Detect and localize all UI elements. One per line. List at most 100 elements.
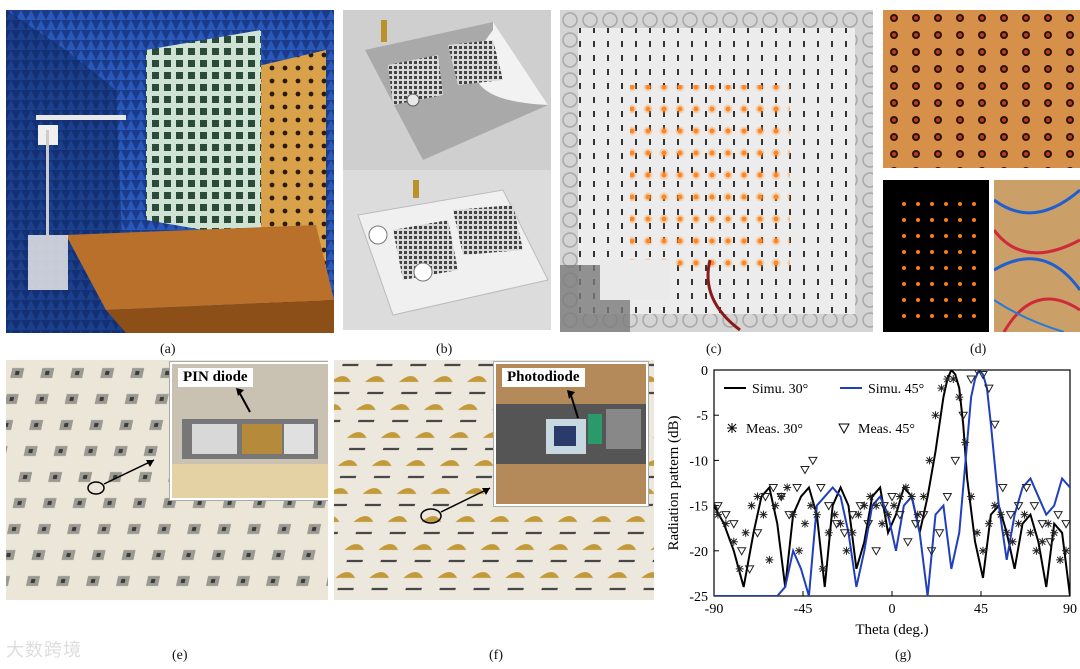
meas45-point [752,529,763,538]
meas45-point [942,493,953,502]
meas45-point [1061,520,1070,529]
meas45-point [984,384,994,394]
arrow-icon [567,390,579,419]
meas30-point [783,483,792,492]
meas45-point [978,371,988,380]
meas45-point [847,511,858,520]
meas45-point [974,370,980,376]
photodiode-closeup-photo [496,364,646,504]
meas45-point [800,465,810,475]
meas45-point [879,502,889,511]
series-line-0 [714,370,1070,596]
y-tick-label: -5 [696,409,708,424]
meas30-point [1056,555,1065,564]
meas45-point [910,520,921,529]
meas30-point [806,501,815,510]
panel-d-top-photo [883,10,1080,168]
legend-label: Meas. 30° [746,422,803,437]
y-tick-label: -15 [689,500,708,515]
meas30-point [907,492,916,501]
meas30-point [1026,528,1035,537]
meas30-point [836,519,845,528]
meas30-point [735,564,744,573]
meas30-point [759,510,768,519]
meas30-point [978,546,987,555]
meas30-point [812,510,821,519]
meas30-point [729,537,738,546]
meas30-point [777,492,786,501]
meas45-point [1005,511,1016,520]
photodiode-inset: Photodiode [494,362,648,506]
y-tick-label: 0 [701,364,708,379]
caption-b: (b) [436,342,453,357]
meas30-point [741,528,750,537]
meas30-point [895,492,904,501]
legend-label: Simu. 30° [752,382,808,397]
meas30-point [771,501,780,510]
meas30-point [765,555,774,564]
meas45-point [721,511,731,520]
meas30-point [990,501,999,510]
meas30-point [854,510,863,519]
y-axis-label: Radiation pattern (dB) [666,416,682,551]
meas45-point [926,547,937,556]
caption-f: (f) [489,648,503,663]
x-tick-label: 90 [1063,602,1077,617]
meas30-point [984,519,993,528]
caption-a: (a) [160,342,176,357]
y-tick-label: -20 [689,545,708,560]
pin-diode-label: PIN diode [178,368,253,387]
meas45-point [997,484,1008,493]
series-line-1 [714,370,1070,596]
meas45-point [768,484,779,493]
meas30-point [753,492,762,501]
meas45-point [989,420,1000,430]
meas30-point [937,384,946,393]
meas45-point [934,529,945,538]
watermark: 大数跨境 [6,640,82,661]
meas30-point [795,546,804,555]
legend-swatch [838,423,850,435]
panel-b-photo [343,10,551,330]
panel-e-photo: PIN diode [6,360,328,600]
panel-f-photo: Photodiode [334,360,654,600]
meas30-point [848,528,857,537]
meas45-point [760,493,771,502]
meas30-point [996,510,1005,519]
legend-swatch [727,423,737,433]
panel-d-bottom-right-photo [994,180,1080,332]
meas30-point [1050,528,1059,537]
meas45-point [855,502,866,511]
meas30-point [973,528,982,537]
meas30-point [830,510,839,519]
meas45-point [918,511,929,520]
meas30-point [1008,537,1017,546]
meas45-point [958,411,969,421]
meas45-point [784,511,795,520]
caption-c: (c) [706,342,722,357]
pin-diode-inset: PIN diode [170,362,328,500]
meas30-point [721,519,730,528]
meas30-point [884,510,893,519]
caption-g: (g) [895,648,912,663]
meas45-point [902,538,913,547]
x-tick-label: -45 [794,602,813,617]
meas45-point [831,520,842,529]
meas45-point [950,456,961,466]
meas30-point [1032,546,1041,555]
meas30-point [789,510,798,519]
meas45-point [776,493,787,502]
meas45-point [792,484,802,493]
meas30-point [967,492,976,501]
meas45-point [744,565,755,574]
anechoic-chamber-photo [6,10,334,333]
chart-svg: -90 -45 0 45 90 0 -5 -10 -15 -20 -25 Theta (deg.) Ra… [666,364,1077,638]
meas30-point [943,375,952,384]
led-array-board-photo [883,10,1080,168]
meas30-point [860,501,869,510]
meas30-point [800,519,809,528]
meas30-point [866,492,875,501]
meas45-point [1045,538,1056,547]
meas45-point [823,502,834,511]
meas30-point [1020,510,1029,519]
